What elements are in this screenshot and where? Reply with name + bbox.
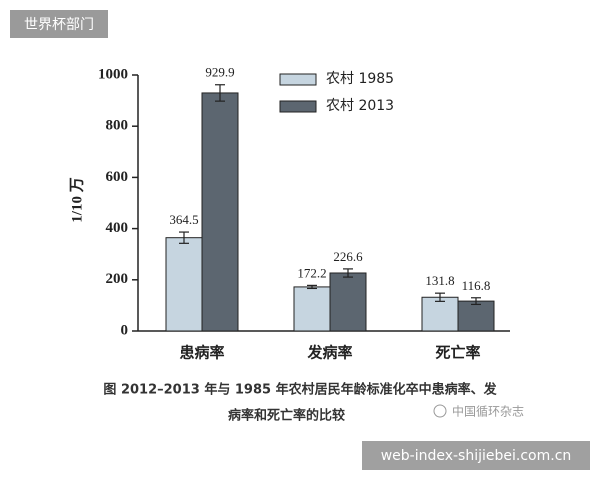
y-tick-label: 600	[106, 169, 129, 185]
y-tick-label: 1000	[98, 66, 128, 82]
caption: 病率和死亡率的比较	[228, 408, 345, 424]
y-tick-label: 200	[106, 271, 129, 287]
y-tick-label: 400	[106, 220, 129, 236]
value-label: 226.6	[333, 249, 363, 264]
source-mark: 中国循环杂志	[452, 404, 524, 419]
value-label: 131.8	[425, 273, 454, 288]
bar	[293, 286, 331, 332]
x-tick-label: 发病率	[306, 344, 352, 362]
y-tick-label: 800	[106, 118, 129, 134]
bar	[201, 92, 239, 332]
bar	[329, 272, 367, 332]
footer: web-index-shijiebei.com.cn	[381, 448, 572, 464]
footer-box	[362, 441, 590, 470]
legend-label: 农村 1985	[326, 71, 394, 87]
bar	[421, 296, 459, 332]
badge-box	[10, 10, 108, 38]
legend-label: 农村 2013	[326, 98, 394, 114]
x-tick-label: 患病率	[179, 344, 224, 362]
caption: 图 2012–2013 年与 1985 年农村居民年龄标准化卒中患病率、发	[103, 382, 497, 398]
badge: 世界杯部门	[24, 17, 94, 33]
x-tick-label: 死亡率	[435, 344, 480, 362]
y-axis-label: 1/10 万	[68, 177, 85, 222]
bar	[165, 237, 203, 332]
legend-swatch	[279, 73, 317, 86]
value-label: 929.9	[205, 65, 234, 80]
source-icon	[433, 404, 447, 418]
value-label: 364.5	[169, 212, 198, 227]
value-label: 172.2	[297, 265, 326, 280]
bar	[457, 300, 495, 332]
value-label: 116.8	[462, 278, 491, 293]
legend-swatch	[279, 100, 317, 113]
y-tick-label: 0	[121, 322, 129, 338]
